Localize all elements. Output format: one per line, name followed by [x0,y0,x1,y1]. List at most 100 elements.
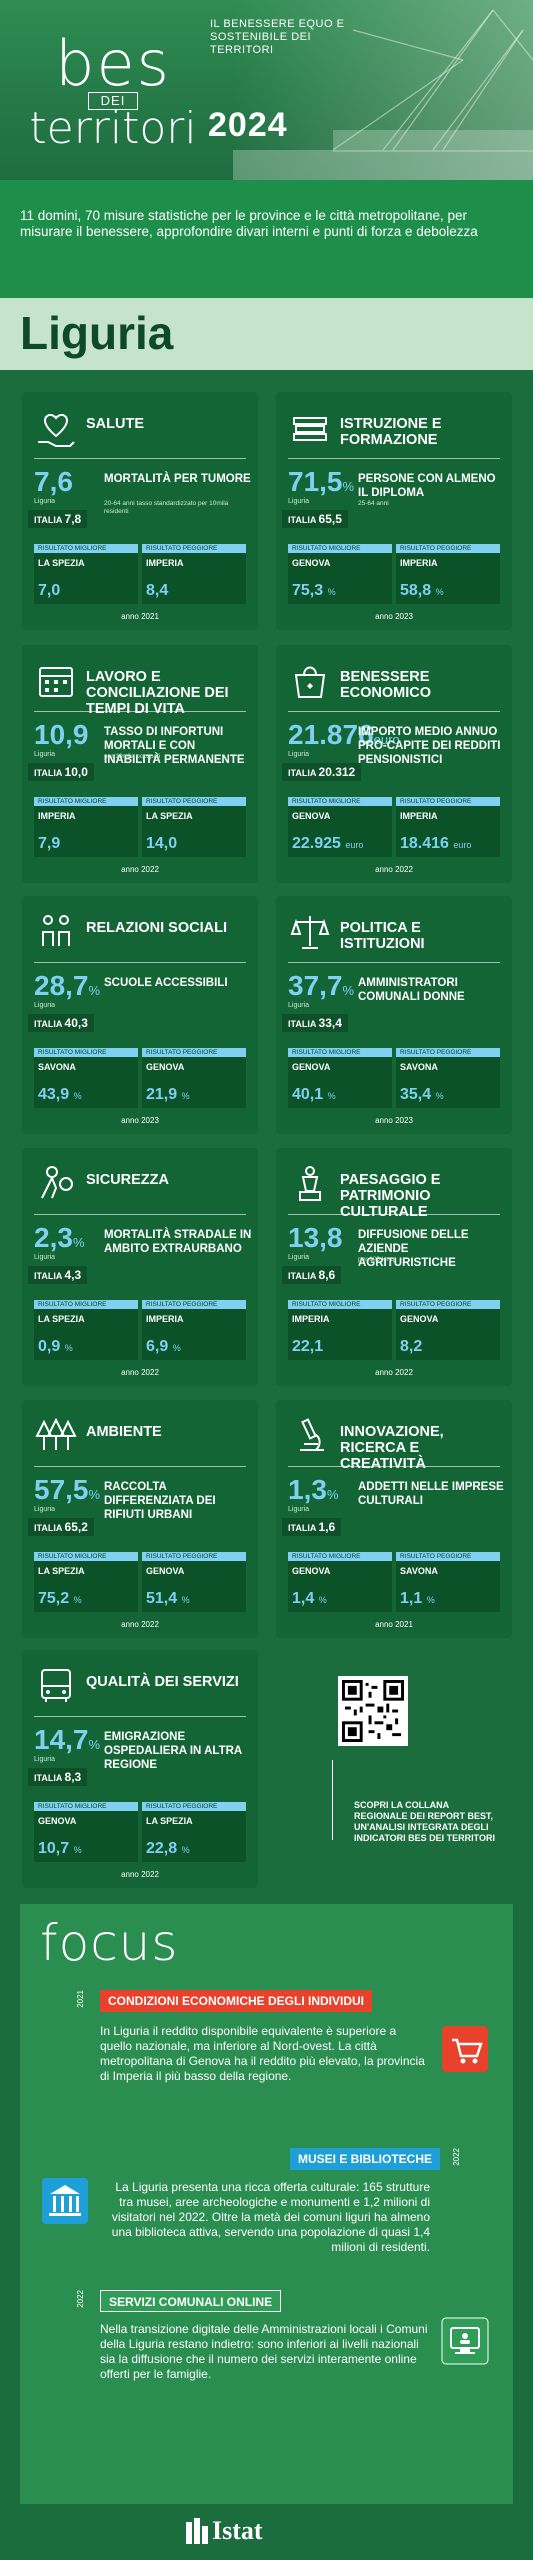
worst-value-number: 58,8 [400,582,432,599]
best-result-box: RISULTATO MIGLIORE GENOVA 75,3 % [288,544,392,604]
card-divider [288,1466,500,1467]
harbour-cranes-icon [233,9,533,180]
domain-card: RELAZIONI SOCIALI 28,7% Liguria ITALIA 4… [22,896,258,1134]
worst-result-box: RISULTATO PEGGIORE LA SPEZIA 14,0 [142,797,246,857]
worst-value-number: 1,1 [400,1590,423,1607]
worst-result-box: RISULTATO PEGGIORE GENOVA 21,9 % [142,1048,246,1108]
worst-province: SAVONA [400,1062,438,1072]
domain-card: SICUREZZA 2,3% Liguria ITALIA 4,3 MORTAL… [22,1148,258,1386]
domain-card: POLITICA E ISTITUZIONI 37,7% Liguria ITA… [276,896,512,1134]
best-province: GENOVA [292,558,331,568]
best-value: 75,2 % [38,1590,82,1608]
cart-icon [440,2024,490,2074]
card-region-value: 57,5% [34,1474,100,1511]
worst-province: SAVONA [400,1566,438,1576]
best-result-label: RISULTATO MIGLIORE [288,544,392,553]
card-value-number: 28,7 [34,970,89,1001]
domain-card: INNOVAZIONE, RICERCA E CREATIVITÀ 1,3% L… [276,1400,512,1638]
italia-number: 33,4 [318,1016,342,1030]
card-value-number: 21.876 [288,719,374,750]
qr-code[interactable] [338,1676,408,1746]
focus-tag-museums: MUSEI E BIBLIOTECHE [290,2148,441,2170]
card-value-number: 7,6 [34,466,73,497]
card-region-value: 37,7% [288,970,354,1007]
best-value-number: 10,7 [38,1840,70,1857]
card-indicator: RACCOLTA DIFFERENZIATA DEI RIFIUTI URBAN… [104,1481,216,1521]
best-result-label: RISULTATO MIGLIORE [34,1300,138,1309]
worst-value: 22,8 % [146,1840,190,1858]
card-domain-title: BENESSERE ECONOMICO [340,669,432,701]
card-year: anno 2022 [375,865,413,874]
best-province: GENOVA [292,1566,331,1576]
italia-number: 65,5 [318,512,342,526]
card-value-number: 10,9 [34,719,89,750]
worst-value-number: 8,4 [146,582,169,599]
italia-number: 4,3 [64,1268,82,1282]
card-indicator: SCUOLE ACCESSIBILI [104,977,228,989]
worst-province: GENOVA [400,1314,439,1324]
card-value-unit: % [88,1737,101,1752]
domain-card: AMBIENTE 57,5% Liguria ITALIA 65,2 RACCO… [22,1400,258,1638]
card-divider [34,962,246,963]
italia-label: ITALIA [288,768,316,778]
card-value-unit: % [342,479,355,494]
card-italia-value: ITALIA 7,8 [28,510,88,528]
best-value: 1,4 % [292,1590,327,1608]
card-divider [34,458,246,459]
best-result-label: RISULTATO MIGLIORE [288,1552,392,1561]
card-region-value: 28,7% [34,970,100,1007]
worst-result-label: RISULTATO PEGGIORE [142,1552,246,1561]
italia-label: ITALIA [34,1271,62,1281]
card-year: anno 2021 [375,1620,413,1629]
domain-card: PAESAGGIO E PATRIMONIO CULTURALE 13,8 Li… [276,1148,512,1386]
worst-province: IMPERIA [400,811,438,821]
worst-value: 1,1 % [400,1590,435,1608]
card-region-value: 2,3% [34,1222,85,1259]
worst-value-unit: % [435,587,444,597]
worst-value-number: 8,2 [400,1338,423,1355]
region-title: Liguria [20,307,174,359]
intro-band [0,180,533,298]
people-icon [34,910,78,954]
region-band [0,298,533,370]
best-value: 10,7 % [38,1840,82,1858]
header-tagline: IL BENESSERE EQUO E SOSTENIBILE DEI TERR… [210,18,345,56]
best-result-box: RISULTATO MIGLIORE IMPERIA 7,9 [34,797,138,857]
best-result-box: RISULTATO MIGLIORE LA SPEZIA 0,9 % [34,1300,138,1360]
best-value: 22,1 [292,1338,323,1356]
focus-year-1: 2021 [76,1990,85,2008]
worst-value: 14,0 [146,835,177,853]
best-result-label: RISULTATO MIGLIORE [34,1802,138,1811]
card-indicator: EMIGRAZIONE OSPEDALIERA IN ALTRA REGIONE [104,1731,242,1771]
card-region-label: Liguria [288,1506,310,1513]
istat-logo: Istat [212,2516,263,2545]
best-province: GENOVA [292,811,331,821]
best-value: 7,0 [38,582,60,600]
worst-result-label: RISULTATO PEGGIORE [396,1552,500,1561]
italia-label: ITALIA [288,1271,316,1281]
worst-value: 21,9 % [146,1086,190,1104]
domain-card: LAVORO E CONCILIAZIONE DEI TEMPI DI VITA… [22,645,258,883]
card-italia-value: ITALIA 8,6 [282,1266,342,1284]
card-indicator: TASSO DI INFORTUNI MORTALI E CON INABILI… [104,726,245,766]
card-value-number: 57,5 [34,1474,89,1505]
card-indicator: DIFFUSIONE DELLE AZIENDE AGRITURISTICHE [358,1229,469,1269]
best-result-label: RISULTATO MIGLIORE [288,1048,392,1057]
best-province: GENOVA [38,1816,77,1826]
worst-result-label: RISULTATO PEGGIORE [396,1048,500,1057]
card-year: anno 2022 [375,1368,413,1377]
focus-text-economic: In Liguria il reddito disponibile equiva… [100,2024,425,2083]
card-italia-value: ITALIA 20.312 [282,763,362,781]
italia-label: ITALIA [34,1773,62,1783]
best-value: 43,9 % [38,1086,82,1104]
best-value-unit: % [73,1845,82,1855]
italia-label: ITALIA [34,1523,62,1533]
domain-card: BENESSERE ECONOMICO 21.876euro Liguria I… [276,645,512,883]
card-region-value: 21.876euro [288,719,400,756]
card-value-unit: % [326,1487,339,1502]
statue-icon [288,1162,332,1206]
bus-icon [34,1664,78,1708]
best-result-label: RISULTATO MIGLIORE [288,797,392,806]
worst-result-box: RISULTATO PEGGIORE GENOVA 51,4 % [142,1552,246,1612]
card-value-unit: % [342,983,355,998]
